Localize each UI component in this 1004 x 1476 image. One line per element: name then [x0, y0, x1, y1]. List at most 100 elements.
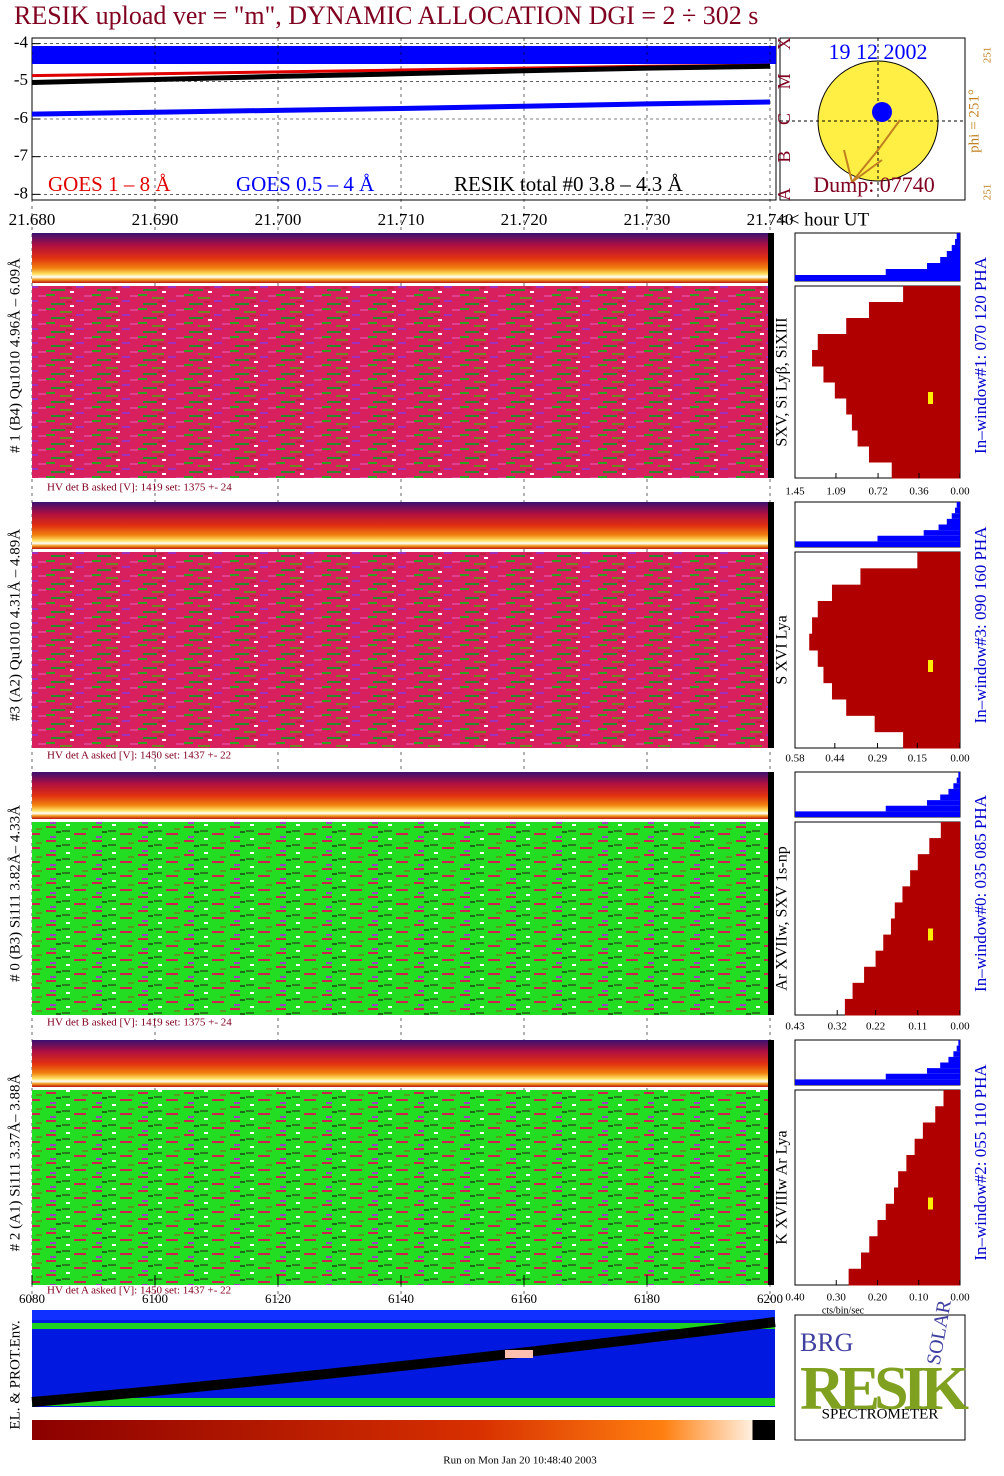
hist-bar [894, 1187, 960, 1205]
line-label: K XVIIIw Ar Lya [774, 1130, 791, 1244]
profile-bar [956, 777, 960, 784]
profile-bar [951, 245, 960, 251]
hist-tick-label: 0.29 [868, 753, 888, 765]
panel-label: # 2 (A1) Si111 3.37Å– 3.88Å [7, 1074, 23, 1252]
profile-bar [956, 502, 960, 508]
y2-tick-label: A [774, 188, 794, 201]
profile-bar [795, 541, 960, 547]
window-label: In–window#1: 070 120 PHA [971, 256, 990, 454]
hist-bar [852, 982, 960, 1000]
line-label: Ar XVIIw, SXV 1s-np [774, 846, 791, 990]
hist-bar [831, 682, 960, 700]
sun-tick: 251 [982, 47, 994, 64]
color-bar [32, 1420, 775, 1440]
sun-tick: 251 [982, 184, 994, 201]
title: RESIK upload ver = "m", DYNAMIC ALLOCATI… [14, 1, 758, 30]
edge [768, 233, 774, 478]
profile-bar [940, 257, 960, 263]
band [32, 46, 776, 64]
panel-label: # 1 (B4) Qu1010 4.96Å – 6.09Å [7, 258, 23, 453]
footer: Run on Mon Jan 20 10:48:40 2003 [443, 1455, 597, 1467]
x-tick-label: 6160 [511, 1291, 537, 1306]
y-tick-label: -6 [14, 108, 28, 127]
x-tick-label: 21.690 [132, 210, 179, 229]
hist-tick-label: 0.15 [908, 753, 928, 765]
hist-bar [844, 998, 960, 1016]
hist-bar [903, 286, 960, 303]
legend-entry: GOES 1 – 8 Å [48, 172, 171, 196]
hist-bar [875, 950, 960, 968]
hist-bar [846, 398, 960, 415]
x-tick-label: 6120 [265, 1291, 291, 1306]
legend-entry: RESIK total #0 3.8 – 4.3 Å [454, 172, 683, 196]
window-label: In–window#3: 090 160 PHA [971, 526, 990, 724]
hist-tick-label: 0.44 [825, 753, 845, 765]
env-band [32, 1310, 775, 1320]
profile-bar [946, 518, 960, 525]
logo-text: SPECTROMETER [822, 1406, 939, 1422]
x-tick-label: 6100 [142, 1291, 168, 1306]
profile-bar [951, 513, 960, 519]
line-label: SXV, Si Lyβ, SiXIII [774, 317, 791, 446]
hist-bar [943, 1090, 960, 1107]
hist-bar [869, 1236, 960, 1253]
hist-tick-label: 0.00 [950, 1292, 970, 1304]
profile-bar [956, 1045, 960, 1052]
env-mark [505, 1350, 533, 1358]
profile-bar [953, 783, 960, 789]
y-tick-label: -4 [14, 33, 29, 52]
hist-bar [817, 601, 960, 618]
heat-strip [32, 772, 770, 819]
x-tick-label: 21.700 [255, 210, 302, 229]
logo-frame [794, 1314, 966, 1441]
hist-tick-label: 0.00 [950, 753, 970, 765]
heat-noise [32, 1090, 770, 1285]
profile-bar [795, 1079, 960, 1085]
hist-bar [848, 1268, 960, 1286]
legend-entry: GOES 0.5 – 4 Å [236, 172, 375, 196]
sun-date: 19 12 2002 [829, 39, 928, 64]
line-label: S XVI Lya [774, 615, 791, 684]
hist-tick-label: 0.36 [909, 486, 929, 498]
window-label: In–window#0: 035 085 PHA [971, 794, 990, 992]
hist-bar [868, 302, 960, 319]
marker [928, 1197, 933, 1210]
hist-tick-label: 1.45 [785, 486, 805, 498]
y2-tick-label: M [774, 73, 794, 89]
y-tick-label: -5 [14, 70, 28, 89]
hist-tick-label: 0.11 [908, 1021, 927, 1033]
hv-text: HV det B asked [V]: 1419 set: 1375 +- 24 [47, 1017, 232, 1029]
y-tick-label: -8 [14, 183, 28, 202]
profile-bar [927, 263, 960, 269]
hist-bar [823, 666, 960, 684]
hist-bar [812, 617, 960, 635]
marker [928, 928, 933, 941]
sun-arrow [843, 119, 901, 183]
y2-tick-label: B [774, 151, 794, 163]
x-tick-label: 21.680 [9, 210, 56, 229]
profile-bar [885, 805, 960, 812]
env-band [32, 1398, 775, 1406]
x-tick-label: 6080 [19, 1291, 45, 1306]
logo-resik: RESIK [800, 1355, 969, 1423]
panel-label: # 0 (B3) Si111 3.82Å– 4.33Å [7, 805, 23, 982]
hv-text: HV det B asked [V]: 1419 set: 1375 +- 24 [47, 482, 232, 494]
hist-bar [940, 822, 960, 839]
hist-tick-label: 0.32 [828, 1021, 847, 1033]
hist-bar [922, 1122, 960, 1140]
x-tick-label: 21.710 [378, 210, 425, 229]
hist-bar [914, 1138, 960, 1156]
hist-tick-label: 0.43 [785, 1021, 805, 1033]
hist-bar [857, 430, 960, 447]
sun-phi: phi = 251° [966, 89, 982, 153]
edge [768, 1040, 774, 1285]
logo-brg: BRG [800, 1328, 853, 1357]
hist-bar [917, 854, 960, 871]
profile-bar [940, 1062, 960, 1069]
sun-spot [872, 102, 892, 122]
hist-bar [935, 1106, 960, 1123]
y2-tick-label: X [774, 37, 794, 50]
hist-bar [846, 318, 960, 335]
hist-bar [894, 902, 960, 919]
hist-bar [910, 870, 960, 887]
